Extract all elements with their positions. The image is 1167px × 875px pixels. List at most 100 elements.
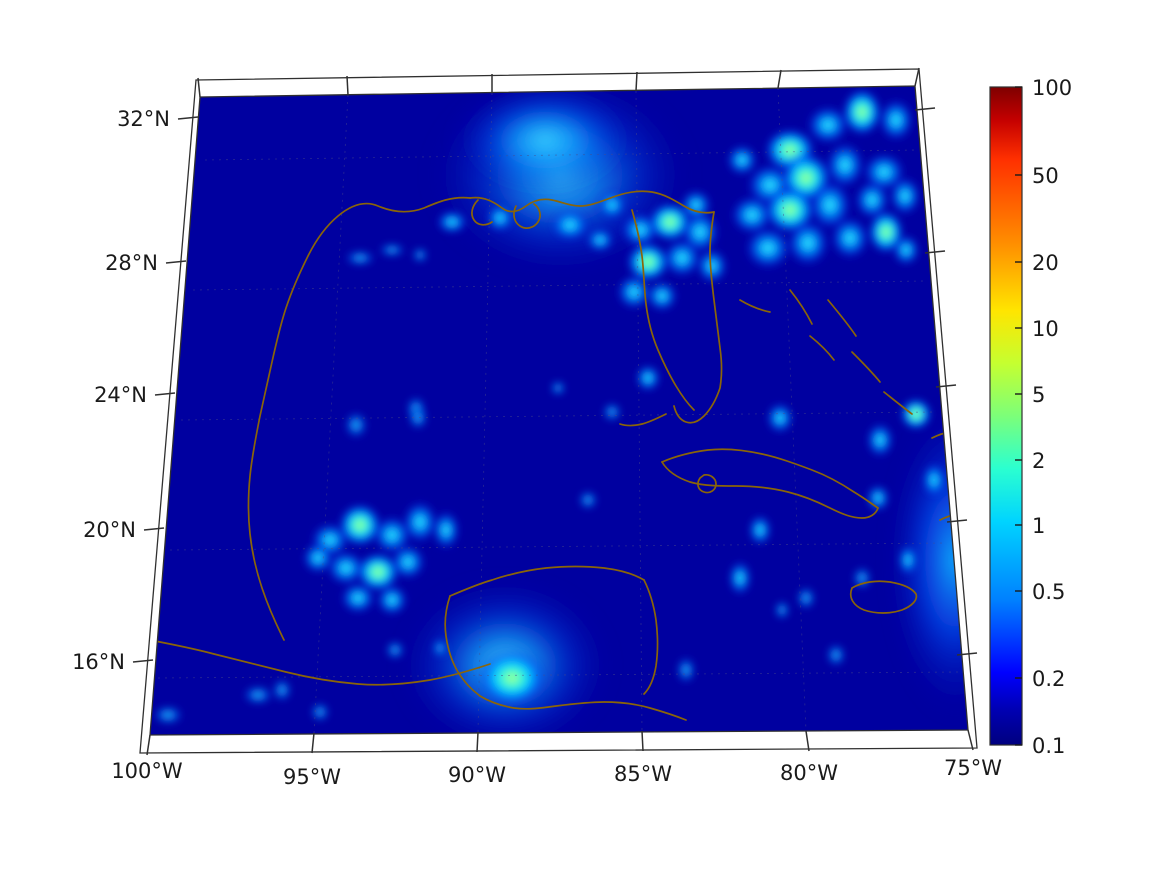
precip-cell (730, 195, 774, 235)
precip-cell (340, 582, 376, 614)
precip-cell (436, 210, 468, 234)
y-tick (132, 659, 154, 663)
precip-cell (662, 238, 702, 278)
precip-cell (806, 105, 850, 145)
precip-cell (378, 243, 406, 257)
precip-cell (408, 406, 428, 430)
map-axes: 32°N 28°N 24°N 20°N 16°N 100°W 95°W 90°W… (72, 67, 1002, 789)
x-tick-top (635, 71, 638, 92)
precip-cell (578, 490, 598, 510)
precip-cell (825, 141, 865, 189)
precip-cell (432, 638, 448, 658)
coastline-louisiana-bay (471, 199, 493, 226)
colorbar-tick-label: 0.5 (1032, 580, 1065, 604)
precip-cluster-caribbean (602, 398, 946, 684)
precip-cell (748, 514, 772, 546)
x-tick (476, 731, 479, 753)
precip-cell (796, 586, 816, 610)
x-tick-top (197, 77, 201, 98)
y-tick-right (914, 107, 936, 111)
precip-cell (338, 503, 382, 547)
precip-cell (889, 176, 921, 216)
coastline-yucatan-north (449, 565, 645, 597)
precip-cell (898, 544, 918, 576)
y-tick (154, 392, 176, 396)
x-tick-label: 85°W (614, 762, 672, 786)
precip-cell (486, 204, 514, 232)
y-tick-right (935, 384, 957, 388)
x-tick-labels: 100°W 95°W 90°W 85°W 80°W 75°W (111, 756, 1002, 789)
coastline-florida-keys (619, 413, 667, 427)
precip-cell (892, 234, 920, 266)
precip-cell (626, 242, 670, 282)
x-tick-label: 80°W (780, 761, 838, 785)
y-tick (143, 527, 165, 531)
x-tick (146, 734, 151, 756)
precip-cell (808, 179, 852, 231)
precip-cell (676, 656, 696, 684)
precip-cell (854, 180, 890, 220)
precip-cell (356, 552, 400, 592)
precip-cell (302, 542, 334, 574)
precip-cell (586, 228, 614, 252)
precip-cell (602, 402, 622, 422)
coastline-florida-west (631, 209, 695, 411)
precip-cell (866, 422, 894, 458)
coastline-central-america (479, 695, 687, 721)
coastline-cuba-south (661, 461, 879, 519)
precip-cell (550, 380, 566, 396)
coastline-mississippi-delta (513, 203, 541, 229)
precip-cell (390, 544, 426, 580)
x-tick (641, 730, 644, 752)
coastlines (150, 190, 968, 721)
precip-cell (344, 411, 368, 439)
x-tick-top (914, 67, 920, 87)
precip-cell (310, 702, 330, 722)
colorbar-tick-label: 5 (1032, 383, 1045, 407)
coastline-bahamas-andros (789, 289, 813, 325)
precip-cell (786, 219, 830, 267)
colorbar-gradient (989, 86, 1023, 746)
colorbar-tick-label: 1 (1032, 514, 1045, 538)
colorbar: 100 50 20 10 5 2 1 0.5 0.2 0.1 (989, 76, 1072, 758)
precip-cluster-atlantic (726, 88, 921, 270)
colorbar-tick-label: 10 (1032, 317, 1059, 341)
precip-cell (242, 685, 274, 705)
coastline-bahamas-cat (851, 351, 881, 383)
y-tick-label: 16°N (72, 650, 125, 674)
coastline-texas-mexico (247, 196, 471, 641)
precip-cell (432, 510, 460, 550)
precip-blob (450, 86, 640, 200)
precip-cell (830, 216, 870, 260)
precip-cell (726, 144, 758, 176)
coastline-bahamas-long (883, 391, 913, 415)
map-data-layer (150, 86, 968, 735)
coastline-cuba-north (661, 448, 879, 509)
x-tick (967, 729, 974, 751)
coastline-florida-east (673, 211, 723, 424)
precip-cell (826, 643, 846, 667)
precip-cell (412, 247, 428, 263)
frame-ticks (132, 67, 978, 756)
precip-blob (478, 650, 546, 706)
y-tick-label: 28°N (105, 251, 158, 275)
precip-cell (376, 584, 408, 616)
y-tick-label: 20°N (83, 518, 136, 542)
precip-cell (774, 600, 790, 620)
precip-cell (646, 280, 678, 312)
y-tick-right (924, 250, 946, 254)
x-tick-label: 90°W (448, 763, 506, 787)
x-tick-label: 75°W (944, 756, 1002, 780)
precip-cell (696, 248, 728, 284)
precip-cell (344, 250, 376, 266)
precip-cell (635, 364, 661, 392)
colorbar-tick-label: 100 (1032, 76, 1072, 100)
precip-cell (272, 678, 292, 702)
y-tick-labels: 32°N 28°N 24°N 20°N 16°N (72, 107, 170, 674)
precip-cell (852, 566, 872, 590)
precip-cluster-gulf-coast (152, 204, 614, 725)
y-tick-right (956, 652, 978, 656)
colorbar-tick-label: 0.2 (1032, 667, 1065, 691)
